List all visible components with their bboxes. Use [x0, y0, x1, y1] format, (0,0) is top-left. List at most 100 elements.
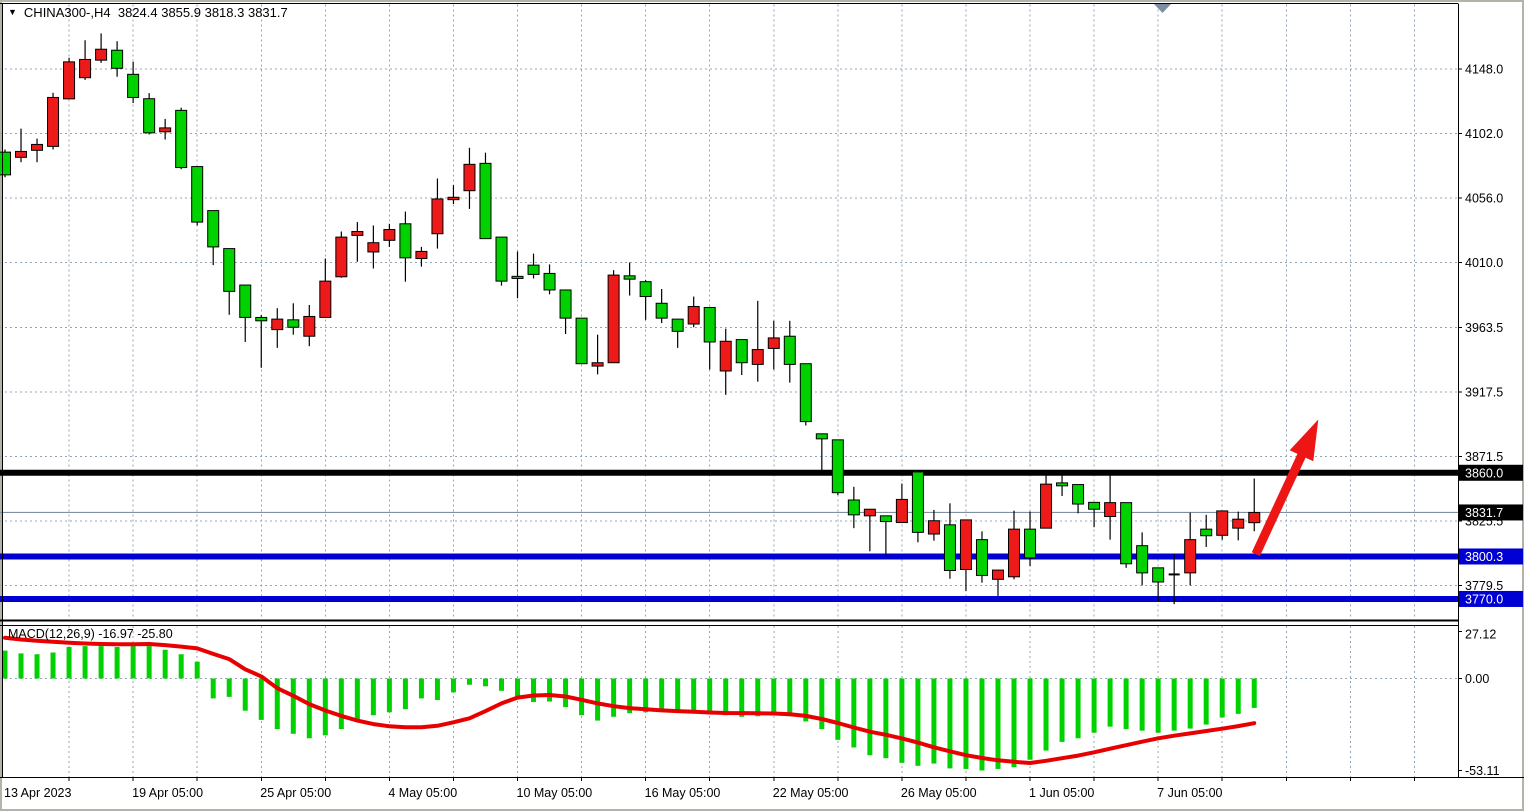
svg-text:3860.0: 3860.0	[1465, 466, 1503, 480]
trend-arrow[interactable]	[1251, 419, 1319, 556]
price-tick-label: 3779.5	[1465, 579, 1503, 593]
chart-title-text: CHINA300-,H4 3824.4 3855.9 3818.3 3831.7	[23, 5, 288, 20]
bear-candle	[495, 236, 508, 282]
macd-bar	[130, 646, 136, 679]
macd-bar	[2, 650, 8, 679]
bear-candle	[1024, 528, 1037, 559]
macd-bar	[306, 678, 312, 739]
bull-candle	[895, 498, 908, 524]
price-axis[interactable]: 4148.0 4102.0 4056.0 4010.0 3963.5 3917.5 3871…	[1458, 63, 1503, 778]
horizontal-gridlines	[0, 68, 1458, 679]
svg-text:3770.0: 3770.0	[1465, 592, 1503, 606]
macd-bar	[707, 678, 713, 713]
macd-bar	[579, 678, 585, 716]
macd-bar	[995, 678, 1001, 769]
macd-bar	[434, 678, 440, 700]
macd-bar	[835, 678, 841, 740]
macd-bar	[1187, 678, 1193, 729]
time-tick-label: 22 May 05:00	[773, 786, 849, 800]
bear-candle	[191, 166, 204, 223]
macd-histogram	[2, 646, 1257, 771]
price-tick-label: 4148.0	[1465, 63, 1503, 77]
bear-candle	[239, 284, 252, 318]
macd-bar	[370, 678, 376, 716]
bear-candle	[143, 98, 156, 134]
bull-candle	[95, 48, 108, 61]
bull-candle	[63, 61, 76, 100]
bull-candle	[351, 230, 364, 236]
time-tick-label: 4 May 05:00	[388, 786, 457, 800]
macd-bar	[66, 646, 72, 679]
macd-bar	[450, 678, 456, 693]
bear-candle	[943, 524, 956, 571]
bear-candle	[735, 339, 748, 364]
macd-bar	[322, 678, 328, 736]
macd-bar	[611, 678, 617, 717]
bear-candle	[847, 499, 860, 516]
bull-candle	[31, 143, 44, 151]
bear-candle	[671, 318, 684, 332]
bear-candle	[255, 316, 268, 322]
bear-candle	[175, 109, 188, 169]
bear-candle	[223, 248, 236, 292]
time-tick-label: 19 Apr 05:00	[132, 786, 203, 800]
bull-candle	[367, 242, 380, 253]
bear-candle	[559, 289, 572, 319]
doji-bar	[1168, 573, 1180, 576]
autoscroll-marker-icon[interactable]	[1154, 4, 1171, 13]
macd-bar	[1139, 678, 1145, 731]
macd-tick-label: 0.00	[1465, 672, 1489, 686]
bear-candle	[815, 433, 828, 440]
macd-bar	[34, 654, 40, 679]
macd-bar	[354, 678, 360, 720]
macd-bar	[418, 678, 424, 699]
bull-candle	[447, 196, 460, 201]
macd-bar	[1107, 678, 1113, 727]
macd-bar	[643, 678, 649, 713]
bull-candle	[751, 349, 764, 365]
bull-candle	[15, 150, 28, 158]
price-badge-3770.0: 3770.0	[1459, 590, 1523, 607]
macd-bar	[739, 678, 745, 717]
bull-candle	[79, 58, 92, 79]
bull-candle	[1008, 528, 1021, 578]
macd-bar	[1219, 678, 1225, 718]
bull-candle	[767, 337, 780, 349]
macd-bar	[531, 678, 537, 703]
macd-label: MACD(12,26,9) -16.97 -25.80	[8, 627, 173, 641]
time-tick-label: 26 May 05:00	[901, 786, 977, 800]
macd-bar	[595, 678, 601, 721]
macd-bar	[50, 652, 56, 679]
bear-candle	[1136, 545, 1149, 574]
bull-candle	[1040, 483, 1053, 529]
bull-candle	[607, 274, 620, 364]
bull-candle	[159, 127, 172, 133]
macd-signal-line	[3, 635, 1257, 765]
macd-bar	[883, 678, 889, 759]
macd-bar	[851, 678, 857, 748]
bear-candle	[1120, 502, 1133, 565]
macd-bar	[290, 678, 296, 734]
bear-candle	[0, 151, 11, 176]
macd-bar	[771, 678, 777, 715]
macd-bar	[755, 678, 761, 717]
time-tick-label: 10 May 05:00	[517, 786, 593, 800]
bear-candle	[479, 162, 492, 240]
macd-bar	[338, 678, 344, 730]
time-tick-label: 16 May 05:00	[645, 786, 721, 800]
macd-bar	[1251, 678, 1257, 708]
bear-candle	[543, 272, 556, 291]
macd-bar	[867, 678, 873, 756]
bull-candle	[47, 96, 60, 147]
macd-bar	[210, 678, 216, 699]
time-axis[interactable]: 13 Apr 2023 19 Apr 05:00 25 Apr 05:00 4 May…	[4, 777, 1415, 800]
chart-title: ▼ CHINA300-,H4 3824.4 3855.9 3818.3 3831…	[8, 5, 288, 20]
macd-bar	[258, 678, 264, 720]
macd-bar	[963, 678, 969, 769]
bull-candle	[719, 340, 732, 372]
macd-bar	[242, 678, 248, 711]
macd-bar	[162, 649, 168, 679]
macd-bar	[82, 646, 88, 679]
macd-bar	[723, 678, 729, 716]
